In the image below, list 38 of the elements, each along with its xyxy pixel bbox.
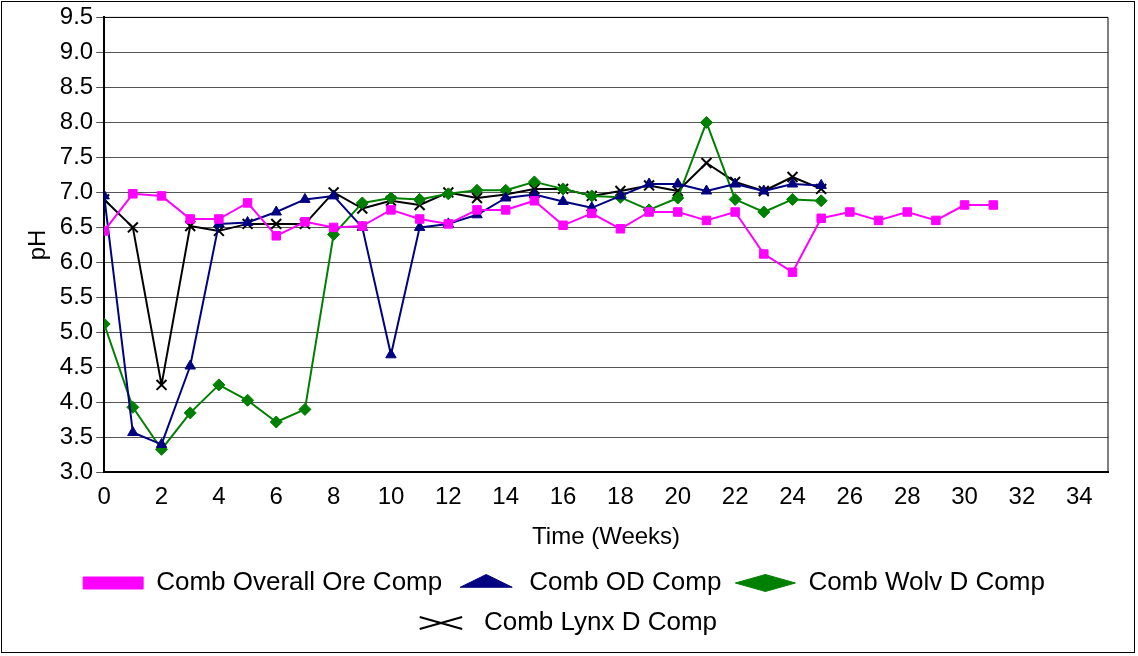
x-tick-label: 6 [269, 482, 283, 510]
y-tick-label: 9.0 [59, 37, 94, 65]
y-tick-label: 9.5 [59, 2, 94, 30]
legend-label: Comb Lynx D Comp [483, 606, 718, 637]
x-tick-label: 2 [154, 482, 169, 510]
y-tick-label: 3.5 [59, 422, 94, 450]
legend-label: Comb Wolv D Comp [808, 566, 1045, 597]
x-tick-label: 30 [951, 482, 978, 510]
x-tick-label: 18 [607, 482, 634, 510]
y-tick-label: 7.5 [59, 142, 94, 170]
y-tick-label: 5.0 [59, 317, 94, 345]
y-tick-label: 6.5 [59, 212, 94, 240]
y-tick-label: 3.0 [59, 457, 94, 485]
x-tick-label: 12 [434, 482, 462, 510]
y-tick-label: 4.0 [59, 387, 94, 415]
x-tick-label: 24 [779, 482, 806, 510]
x-tick-label: 10 [377, 482, 405, 510]
x-axis-title: Time (Weeks) [532, 522, 681, 550]
x-tick-label: 16 [549, 482, 577, 510]
y-tick-label: 8.0 [59, 107, 94, 135]
x-tick-label: 34 [1065, 482, 1093, 510]
y-tick-label: 6.0 [59, 247, 94, 275]
legend-label: Comb Overall Ore Comp [156, 566, 443, 597]
x-tick-label: 32 [1008, 482, 1036, 510]
y-tick-label: 7.0 [59, 177, 94, 205]
x-tick-label: 26 [836, 482, 864, 510]
x-tick-label: 8 [326, 482, 341, 510]
x-tick-label: 20 [664, 482, 692, 510]
y-tick-label: 5.5 [59, 282, 94, 310]
x-tick-label: 0 [97, 482, 111, 510]
x-tick-label: 28 [893, 482, 921, 510]
x-tick-label: 4 [212, 482, 226, 510]
y-tick-label: 4.5 [59, 352, 94, 380]
legend-label: Comb OD Comp [529, 566, 722, 597]
y-axis-title: pH [23, 229, 51, 261]
x-tick-label: 14 [492, 482, 520, 510]
x-tick-label: 22 [721, 482, 749, 510]
y-tick-label: 8.5 [59, 72, 94, 100]
